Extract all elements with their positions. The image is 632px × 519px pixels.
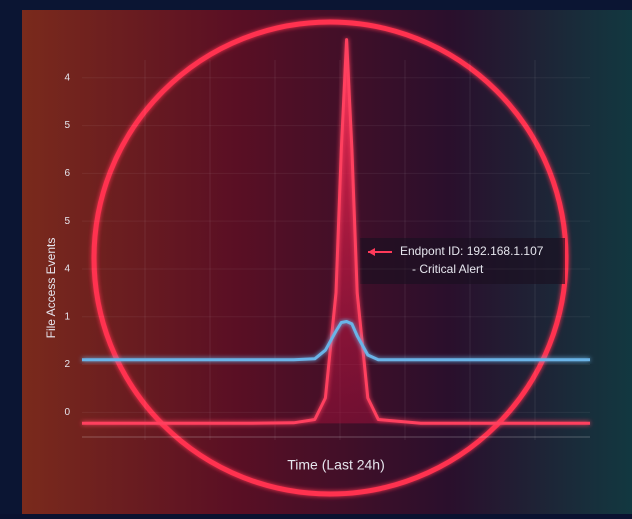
y-tick-label: 4 bbox=[64, 72, 70, 83]
annotation-text: Endpont ID: 192.168.1.107 bbox=[400, 244, 544, 258]
y-tick-label: 2 bbox=[64, 359, 70, 370]
y-tick-label: 5 bbox=[64, 216, 70, 227]
x-axis-label: Time (Last 24h) bbox=[287, 457, 385, 473]
y-tick-label: 4 bbox=[64, 264, 70, 275]
y-axis-label: File Access Events bbox=[44, 238, 58, 339]
y-tick-label: 6 bbox=[64, 168, 70, 179]
y-tick-label: 5 bbox=[64, 120, 70, 131]
chart: File Access Events Time (Last 24h) Endpo… bbox=[0, 0, 632, 514]
y-tick-label: 1 bbox=[64, 311, 70, 322]
y-tick-label: 0 bbox=[64, 407, 70, 418]
